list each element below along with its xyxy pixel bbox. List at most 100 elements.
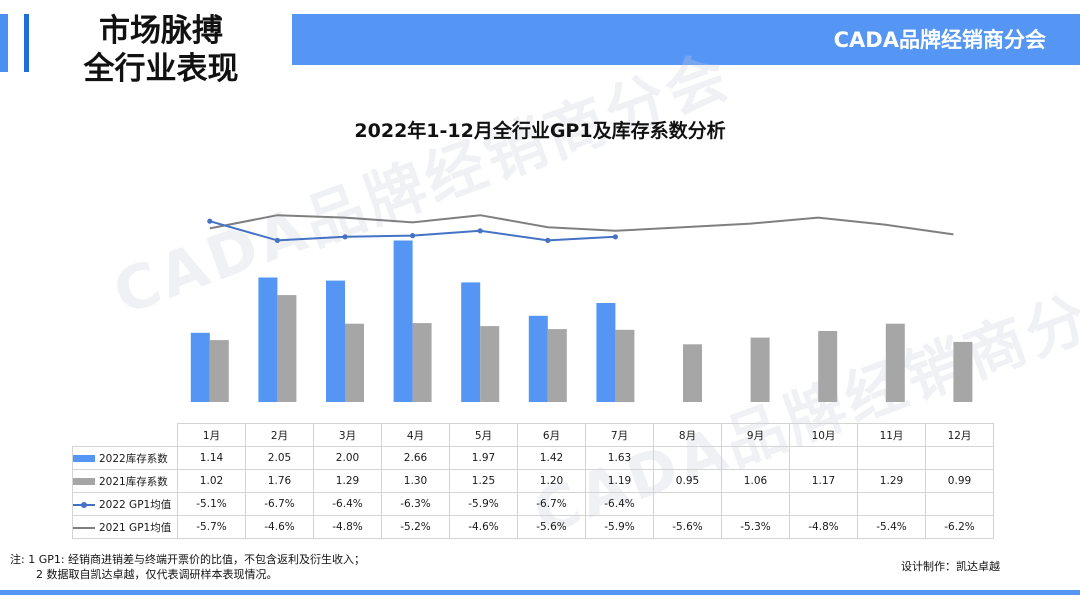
data-label: -5.6% — [517, 515, 586, 539]
data-label: 1.29 — [313, 469, 382, 493]
data-label: -5.9% — [585, 515, 654, 539]
footnote: 注: 1 GP1: 经销商进销差与终端开票价的比值，不包含返利及衍生收入； 2 … — [10, 552, 365, 582]
data-label: 1.06 — [721, 469, 790, 493]
bar-2021 — [547, 329, 567, 402]
data-label: -5.9% — [449, 492, 518, 516]
data-label: -6.4% — [313, 492, 382, 516]
data-label: -5.4% — [857, 515, 926, 539]
point-2022-gp1 — [545, 237, 551, 243]
data-table: 1月 2月 3月 4月 5月 6月 7月 8月 9月 10月 11月 12月 2022库存系数 1.14 2… — [72, 423, 994, 539]
data-label: -4.8% — [313, 515, 382, 539]
data-label: -6.7% — [245, 492, 314, 516]
data-label: 1.63 — [585, 446, 654, 470]
data-label — [721, 446, 790, 470]
credit: 设计制作：凯达卓越 — [901, 560, 1000, 573]
legend-label: 2022库存系数 — [99, 452, 168, 465]
tick-label: 11月 — [857, 423, 926, 447]
tick-label: 5月 — [449, 423, 518, 447]
data-label: -5.6% — [653, 515, 722, 539]
bar-2021 — [480, 326, 500, 402]
bar-2022 — [326, 280, 345, 402]
legend-line-swatch — [73, 526, 95, 529]
data-label — [925, 446, 994, 470]
bar-2022 — [258, 277, 278, 402]
data-label — [721, 492, 790, 516]
data-label — [857, 446, 926, 470]
bar-2021 — [412, 323, 432, 402]
data-label: -6.3% — [381, 492, 450, 516]
data-label: -5.7% — [177, 515, 246, 539]
tick-label: 9月 — [721, 423, 790, 447]
data-label: 1.97 — [449, 446, 518, 470]
point-2022-gp1 — [342, 234, 348, 240]
legend-entry: 2022 GP1均值 — [72, 492, 178, 516]
legend-label: 2021库存系数 — [99, 475, 168, 488]
data-label: 1.30 — [381, 469, 450, 493]
tick-label: 8月 — [653, 423, 722, 447]
bar-2021 — [953, 341, 973, 402]
legend-label: 2021 GP1均值 — [99, 521, 172, 534]
data-label: 1.29 — [857, 469, 926, 493]
bottom-line — [0, 590, 1080, 595]
tick-label: 1月 — [177, 423, 246, 447]
data-label: 1.76 — [245, 469, 314, 493]
table-corner — [72, 423, 178, 447]
bar-2021 — [277, 295, 297, 402]
bar-2022 — [393, 240, 413, 402]
data-label: 2.00 — [313, 446, 382, 470]
data-label — [653, 446, 722, 470]
footnote-line2: 2 数据取自凯达卓越，仅代表调研样本表现情况。 — [36, 568, 278, 581]
data-label: 0.95 — [653, 469, 722, 493]
point-2022-gp1 — [207, 218, 213, 224]
data-label: -4.8% — [789, 515, 858, 539]
bar-2022 — [190, 332, 210, 402]
legend-line-swatch — [73, 501, 95, 508]
tick-label: 3月 — [313, 423, 382, 447]
data-label — [925, 492, 994, 516]
data-label: 2.05 — [245, 446, 314, 470]
data-label: 1.19 — [585, 469, 654, 493]
data-label: 0.99 — [925, 469, 994, 493]
footnote-line1: 注: 1 GP1: 经销商进销差与终端开票价的比值，不包含返利及衍生收入； — [10, 553, 366, 566]
page-title-line1: 市场脉搏 — [99, 13, 223, 49]
tick-label: 7月 — [585, 423, 654, 447]
bar-2022 — [596, 303, 616, 402]
table-row: 2021库存系数 1.02 1.76 1.29 1.30 1.25 1.20 1.19 0.95… — [72, 469, 994, 493]
bar-2021 — [750, 337, 770, 402]
legend-label: 2022 GP1均值 — [99, 498, 172, 511]
data-label — [857, 492, 926, 516]
tick-label: 12月 — [925, 423, 994, 447]
header-text: CADA品牌经销商分会 — [833, 28, 1046, 52]
legend-swatch — [73, 455, 95, 462]
bar-2021 — [615, 329, 635, 403]
data-label — [789, 492, 858, 516]
data-label: -4.6% — [245, 515, 314, 539]
tick-label: 6月 — [517, 423, 586, 447]
table-row: 2022库存系数 1.14 2.05 2.00 2.66 1.97 1.42 1.63 — [72, 446, 994, 470]
data-label: -5.3% — [721, 515, 790, 539]
point-2022-gp1 — [274, 237, 280, 243]
title-accent-bar — [0, 14, 8, 72]
data-label: -6.4% — [585, 492, 654, 516]
legend-entry: 2021 GP1均值 — [72, 515, 178, 539]
legend-entry: 2021库存系数 — [72, 469, 178, 493]
data-label: 1.17 — [789, 469, 858, 493]
legend-entry: 2022库存系数 — [72, 446, 178, 470]
data-label: 1.20 — [517, 469, 586, 493]
legend-dot — [81, 501, 87, 508]
point-2022-gp1 — [410, 233, 416, 239]
page-title: 市场脉搏 全行业表现 — [46, 12, 276, 88]
data-label: 1.42 — [517, 446, 586, 470]
chart-title: 2022年1-12月全行业GP1及库存系数分析 — [354, 120, 726, 142]
page-title-line2: 全行业表现 — [83, 51, 239, 87]
table-header-row: 1月 2月 3月 4月 5月 6月 7月 8月 9月 10月 11月 12月 — [72, 423, 994, 447]
data-label — [789, 446, 858, 470]
table-row: 2022 GP1均值 -5.1% -6.7% -6.4% -6.3% -5.9% -6.7%… — [72, 492, 994, 516]
table-row: 2021 GP1均值 -5.7% -4.6% -4.8% -5.2% -4.6% -5.6%… — [72, 515, 994, 539]
point-2022-gp1 — [477, 228, 483, 234]
title-accent-bar-inner — [24, 14, 29, 72]
data-label: -5.2% — [381, 515, 450, 539]
data-label: -6.7% — [517, 492, 586, 516]
point-2022-gp1 — [612, 234, 619, 240]
